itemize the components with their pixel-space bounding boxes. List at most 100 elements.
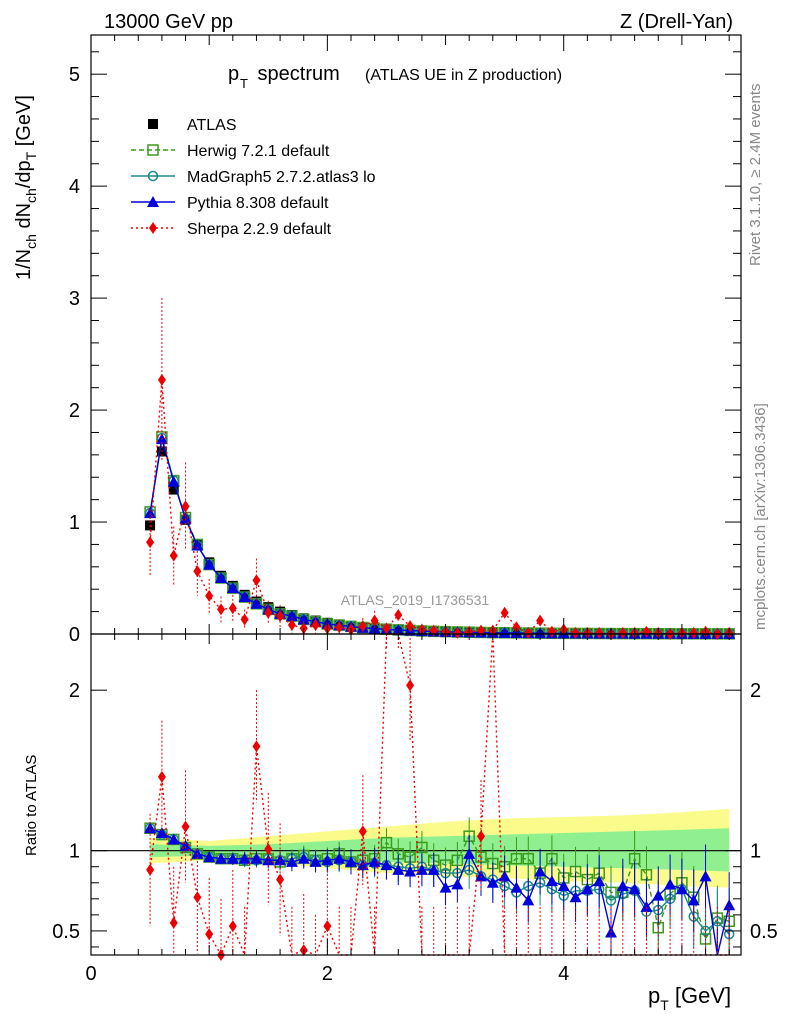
ratio-point <box>167 833 180 845</box>
header-right: Z (Drell-Yan) <box>620 11 733 33</box>
ratio-y-tick-label: 2 <box>69 680 80 702</box>
data-point <box>547 625 556 638</box>
ratio-point <box>427 863 440 875</box>
data-point <box>689 626 698 639</box>
data-point <box>335 621 344 634</box>
ratio-point <box>616 879 629 891</box>
ratio-point <box>358 825 367 838</box>
ratio-y-tick-label-right: 0.5 <box>750 921 778 943</box>
ratio-point <box>193 891 202 904</box>
legend-label: ATLAS <box>187 117 237 134</box>
ratio-point <box>652 889 665 901</box>
data-point <box>193 565 202 578</box>
legend-entry-atlas: ATLAS <box>148 117 237 134</box>
legend-marker <box>147 144 159 156</box>
ratio-point <box>545 875 558 887</box>
ratio-point <box>687 894 700 906</box>
analysis-watermark: ATLAS_2019_I1736531 <box>341 592 490 608</box>
ratio-point <box>593 875 606 887</box>
ratio-point <box>264 843 273 856</box>
ratio-point <box>157 770 166 783</box>
legend-entry-pythia-8-308-default: Pythia 8.308 default <box>131 195 329 212</box>
ratio-point <box>522 894 535 906</box>
main-panel: 0 1 2 3 4 5 <box>69 34 742 646</box>
data-point <box>167 475 180 487</box>
x-axis-label: pT [GeV] <box>648 983 731 1013</box>
data-point <box>406 620 415 633</box>
data-point <box>146 536 155 549</box>
data-point <box>238 591 251 603</box>
ratio-point <box>640 900 653 912</box>
data-point <box>536 614 545 627</box>
ratio-point <box>323 920 332 933</box>
data-point <box>524 626 533 639</box>
ratio-point <box>262 854 275 866</box>
header-left: 13000 GeV pp <box>104 11 233 33</box>
ratio-series-pythia-8-308-default <box>144 822 736 956</box>
data-point <box>191 539 204 551</box>
legend-marker <box>148 119 158 129</box>
data-point <box>179 512 192 524</box>
ratio-point <box>205 928 214 941</box>
ratio-point <box>169 916 178 929</box>
ratio-point <box>605 895 617 906</box>
data-point <box>240 613 249 626</box>
y-axis-label-ratio: Ratio to ATLAS <box>23 755 40 856</box>
ratio-point <box>486 876 499 888</box>
legend-marker <box>149 222 157 234</box>
ratio-point <box>451 878 464 890</box>
legend-entry-sherpa-2-2-9-default: Sherpa 2.2.9 default <box>131 221 332 238</box>
data-point <box>618 626 627 639</box>
data-point <box>287 619 296 632</box>
y-tick-label: 1 <box>69 512 80 534</box>
data-point <box>595 626 604 639</box>
ratio-point <box>380 836 393 849</box>
ratio-point <box>581 883 594 895</box>
data-point <box>215 572 227 584</box>
ratio-point <box>475 870 487 882</box>
mcplots-label: mcplots.cern.ch [arXiv:1306.3436] <box>752 403 769 630</box>
ratio-point <box>534 865 547 877</box>
legend-label: MadGraph5 2.7.2.atlas3 lo <box>187 169 376 186</box>
ratio-point <box>252 740 261 753</box>
ratio-point <box>309 855 322 867</box>
data-point <box>358 620 367 633</box>
ratio-point <box>155 827 168 839</box>
data-point <box>252 574 261 587</box>
ratio-point <box>557 879 570 891</box>
data-point <box>297 613 310 625</box>
ratio-point <box>510 852 523 865</box>
data-point <box>498 626 511 638</box>
ratio-point <box>404 865 417 877</box>
data-point <box>394 608 403 621</box>
ratio-point <box>333 852 346 864</box>
ratio-point <box>250 852 263 864</box>
ratio-point <box>463 847 476 859</box>
data-point <box>512 621 521 634</box>
ratio-point <box>522 852 535 865</box>
ratio-point <box>699 870 712 882</box>
data-point <box>500 606 509 619</box>
ratio-point <box>439 881 452 893</box>
ratio-point <box>628 883 641 895</box>
ratio-point <box>215 852 227 864</box>
x-tick-label: 0 <box>85 963 96 985</box>
data-point <box>642 625 651 638</box>
data-point <box>169 549 178 562</box>
data-point <box>370 614 379 627</box>
title-rest: spectrum <box>252 63 340 85</box>
rivet-label: Rivet 3.1.10, ≥ 2.4M events <box>747 84 764 267</box>
data-point <box>205 589 214 602</box>
ratio-point <box>285 855 298 867</box>
ratio-panel: 0.5 0.5 1 1 2 2 0 2 4 <box>52 633 778 985</box>
data-point <box>157 373 166 386</box>
legend-label: Sherpa 2.2.9 default <box>187 221 332 238</box>
series-line <box>149 379 730 635</box>
plot-title: p T spectrum (ATLAS UE in Z production) <box>228 63 562 91</box>
legend-marker <box>147 196 159 207</box>
y-tick-label: 2 <box>69 400 80 422</box>
ratio-point <box>380 859 393 871</box>
ratio-y-tick-label: 1 <box>69 841 80 863</box>
legend-label: Herwig 7.2.1 default <box>187 143 330 160</box>
